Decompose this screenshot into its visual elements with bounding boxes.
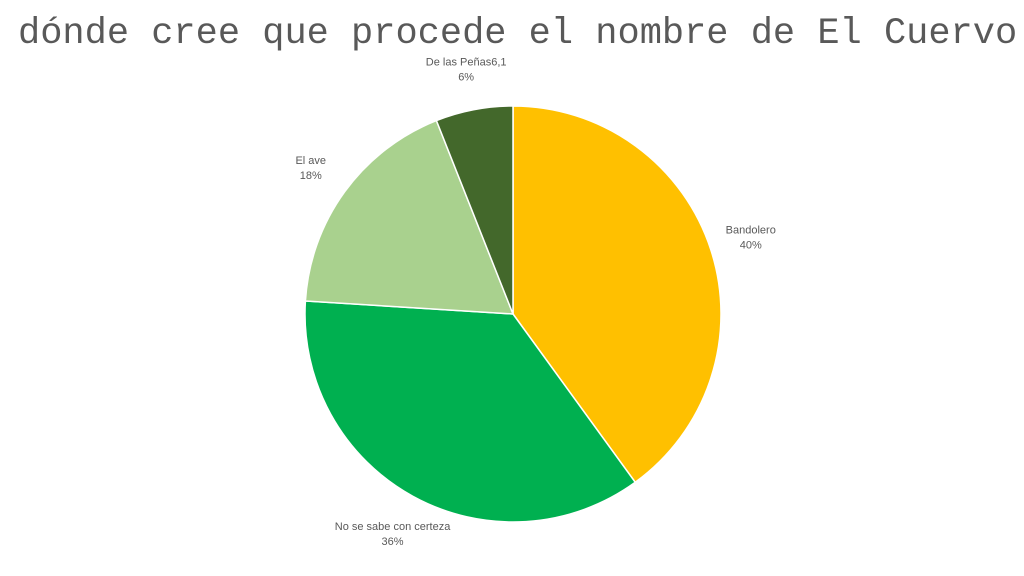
- slide-title: dónde cree que procede el nombre de El C…: [18, 13, 1018, 55]
- data-label-bandolero: Bandolero 40%: [726, 225, 776, 252]
- data-label-el-ave: El ave 18%: [295, 155, 326, 182]
- pie-slice-de-las-penas6-1: [435, 105, 514, 315]
- data-label-de-las-penas6-1: De las Peñas6,1 6%: [426, 56, 507, 83]
- data-label-no-se-sabe-con-certeza: No se sabe con certeza 36%: [335, 521, 451, 548]
- pie-slice-bandolero: [512, 105, 722, 484]
- pie-slices: [304, 105, 722, 523]
- pie-slice-el-ave: [304, 119, 515, 315]
- pie-labels: Bandolero 40% No se sabe con certeza 36% El …: [295, 56, 775, 548]
- pie-slice-no-se-sabe-con-certeza: [304, 300, 637, 523]
